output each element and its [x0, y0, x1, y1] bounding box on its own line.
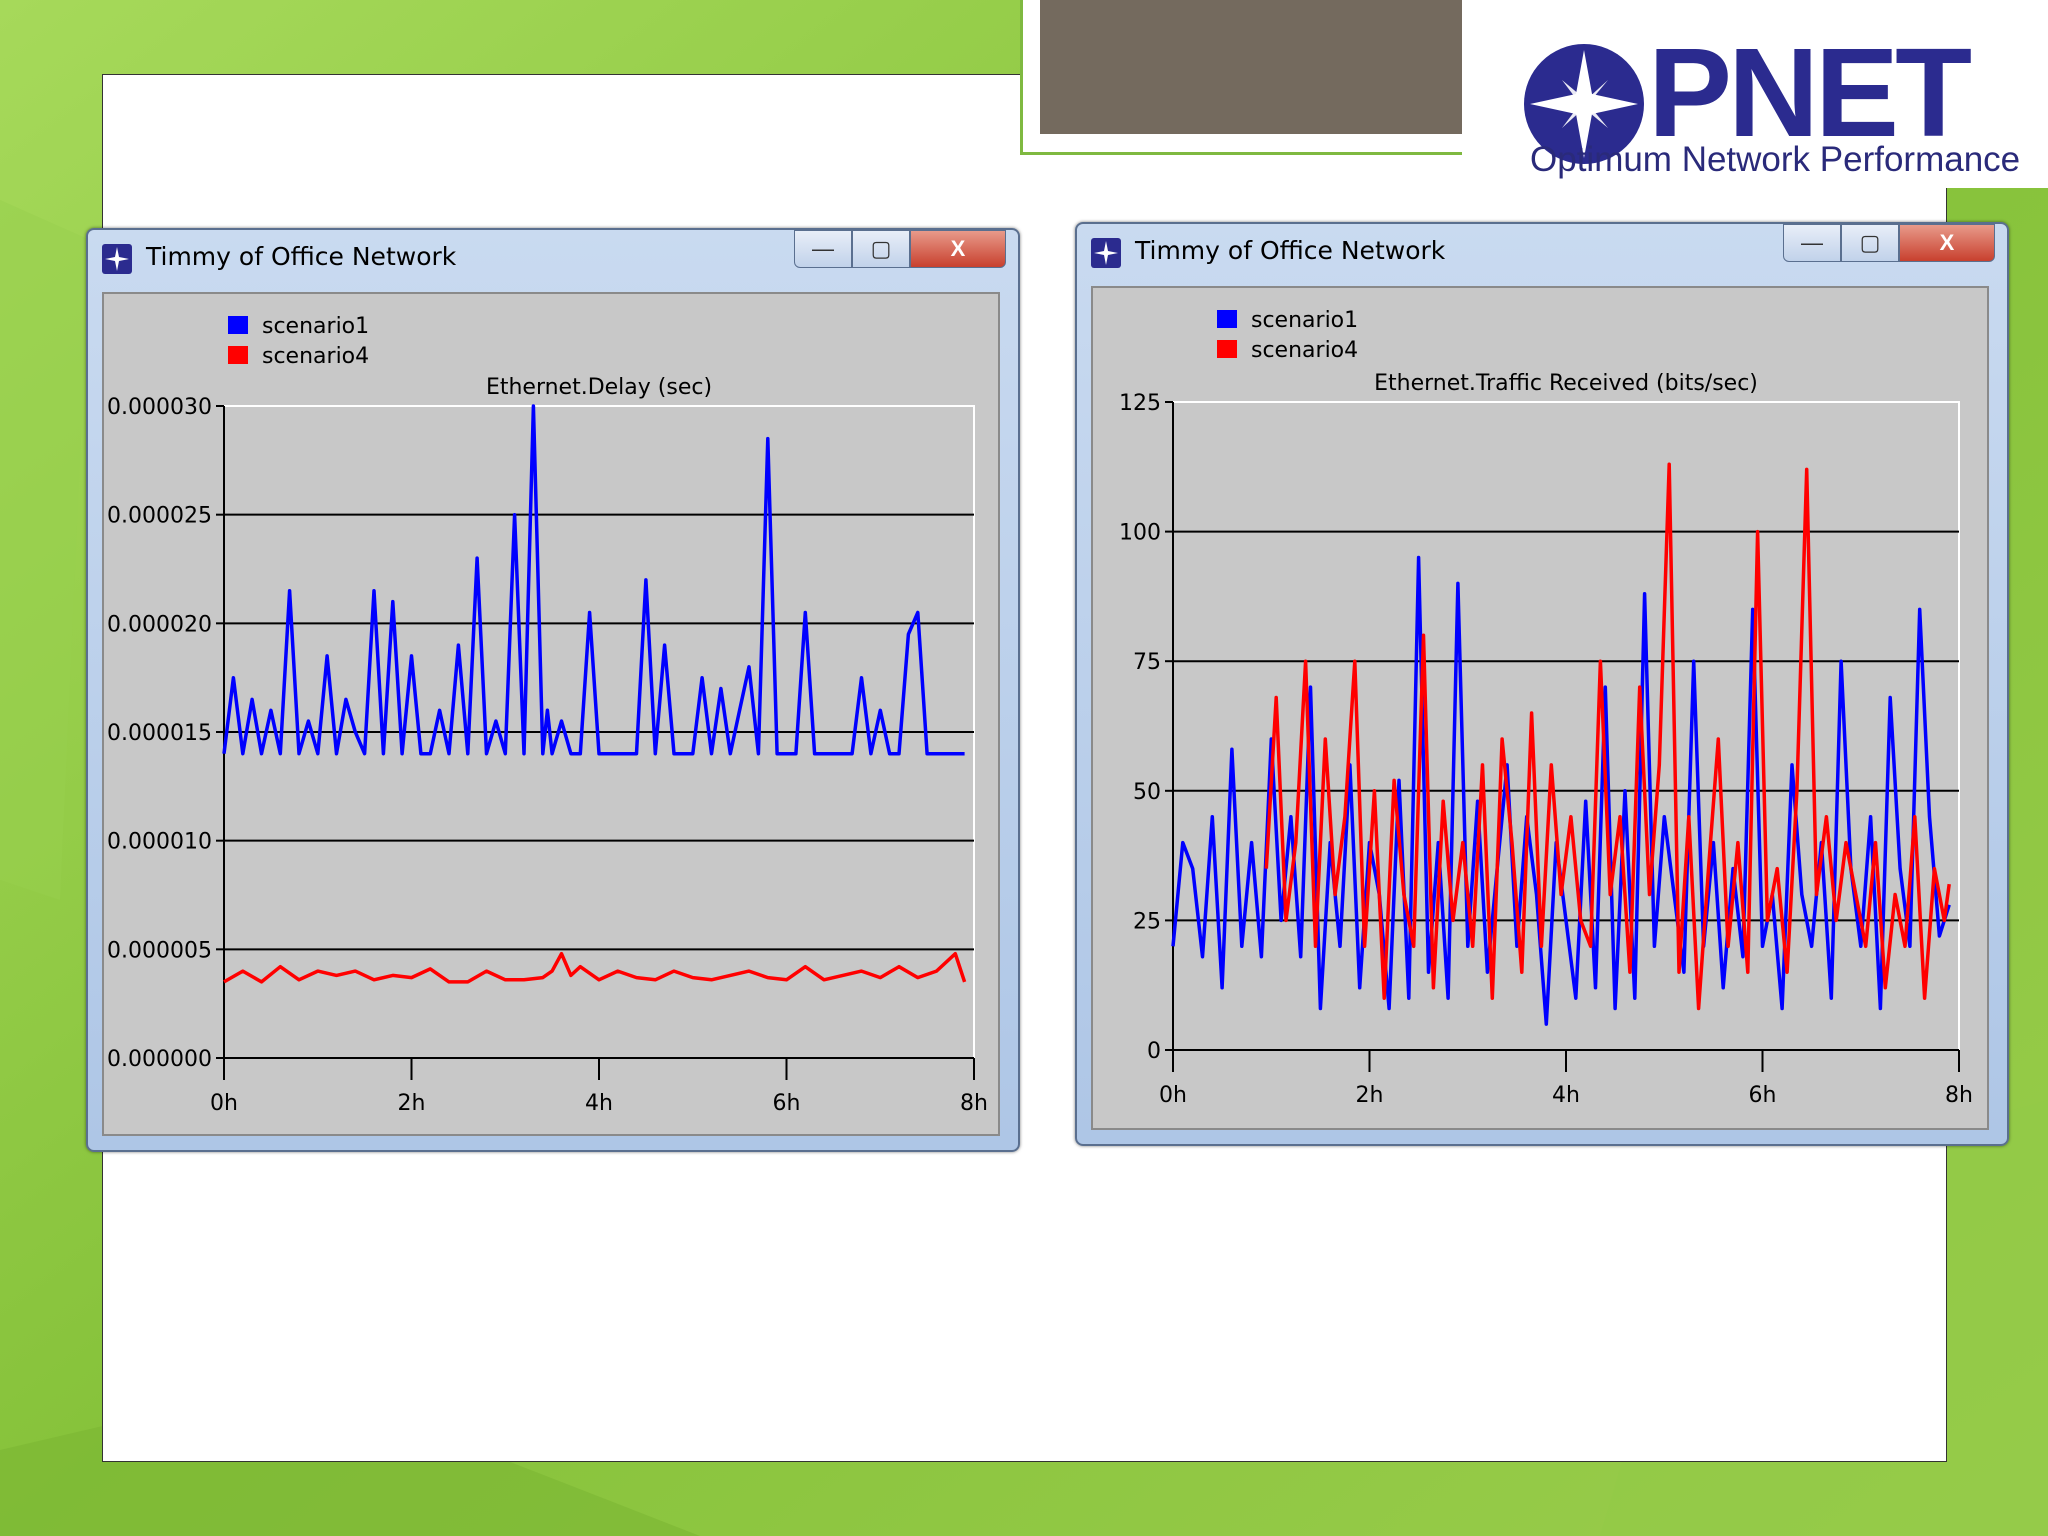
minimize-button[interactable]: —	[794, 230, 852, 268]
y-tick-label: 0.000010	[107, 830, 212, 855]
x-tick-label: 6h	[1749, 1083, 1777, 1108]
y-tick-label: 125	[1119, 391, 1161, 416]
y-tick-label: 0.000030	[107, 395, 212, 420]
y-tick-label: 0.000000	[107, 1047, 212, 1072]
x-tick-label: 4h	[1552, 1083, 1580, 1108]
x-tick-label: 4h	[585, 1091, 613, 1116]
x-tick-label: 8h	[1945, 1083, 1973, 1108]
chart-title: Ethernet.Delay (sec)	[486, 375, 712, 400]
app-icon	[1091, 238, 1121, 268]
maximize-button[interactable]: ▢	[1841, 224, 1899, 262]
legend-swatch	[1217, 340, 1237, 358]
window-title: Timmy of Office Network	[1135, 236, 1446, 265]
x-tick-label: 2h	[398, 1091, 426, 1116]
chart-title: Ethernet.Traffic Received (bits/sec)	[1374, 371, 1758, 396]
y-tick-label: 25	[1133, 909, 1161, 934]
legend-swatch	[228, 316, 248, 334]
x-tick-label: 6h	[773, 1091, 801, 1116]
x-tick-label: 8h	[960, 1091, 988, 1116]
close-icon: X	[950, 236, 966, 261]
legend-swatch	[1217, 310, 1237, 328]
minimize-icon: —	[812, 236, 834, 261]
opnet-logo-graphic: PNET	[1524, 22, 1975, 164]
maximize-icon: ▢	[1859, 230, 1881, 255]
opnet-logo: PNET	[1462, 0, 2048, 188]
x-tick-label: 0h	[210, 1091, 238, 1116]
maximize-icon: ▢	[870, 236, 892, 261]
logo-tagline: Optimum Network Performance	[1530, 140, 2021, 179]
window-traffic[interactable]: Timmy of Office Network — ▢ X 0 25 50 75 100…	[1075, 222, 2009, 1146]
legend-swatch	[228, 346, 248, 364]
window-title: Timmy of Office Network	[146, 242, 457, 271]
close-icon: X	[1939, 230, 1955, 255]
legend-label: scenario1	[1251, 308, 1358, 333]
x-tick-label: 2h	[1356, 1083, 1384, 1108]
traffic-chart: 0 25 50 75 100 125 0h 2h 4h 6h 8h Ethernet.Traffic …	[1119, 308, 1973, 1108]
close-button[interactable]: X	[910, 230, 1006, 268]
series-line-scenario1	[222, 404, 965, 756]
chart-area: 0 25 50 75 100 125 0h 2h 4h 6h 8h Ethernet.Traffic …	[1091, 286, 1989, 1130]
y-tick-label: 0.000015	[107, 721, 212, 746]
x-tick-label: 0h	[1159, 1083, 1187, 1108]
decorative-header-bar	[1040, 0, 1462, 134]
delay-chart: 0.000000 0.000005 0.000010 0.000015 0.000020…	[107, 314, 988, 1116]
y-tick-label: 0.000005	[107, 938, 212, 963]
app-icon	[102, 244, 132, 274]
minimize-button[interactable]: —	[1783, 224, 1841, 262]
y-tick-label: 0.000025	[107, 504, 212, 529]
window-controls: — ▢ X	[1783, 224, 1995, 264]
minimize-icon: —	[1801, 230, 1823, 255]
maximize-button[interactable]: ▢	[852, 230, 910, 268]
legend-label: scenario1	[262, 314, 369, 339]
close-button[interactable]: X	[1899, 224, 1995, 262]
y-tick-label: 0	[1147, 1039, 1161, 1064]
y-tick-label: 0.000020	[107, 612, 212, 637]
series-line-scenario4	[1264, 462, 1951, 1011]
window-controls: — ▢ X	[794, 230, 1006, 270]
series-line-scenario4	[223, 951, 967, 984]
svg-text:PNET: PNET	[1648, 22, 1971, 163]
window-delay[interactable]: Timmy of Office Network — ▢ X 0.000000 0.…	[86, 228, 1020, 1152]
chart-area: 0.000000 0.000005 0.000010 0.000015 0.000020…	[102, 292, 1000, 1136]
legend-label: scenario4	[1251, 338, 1358, 363]
y-tick-label: 75	[1133, 650, 1161, 675]
plot-frame	[1172, 401, 1960, 1051]
legend-label: scenario4	[262, 344, 369, 369]
y-tick-label: 100	[1119, 521, 1161, 546]
y-tick-label: 50	[1133, 780, 1161, 805]
